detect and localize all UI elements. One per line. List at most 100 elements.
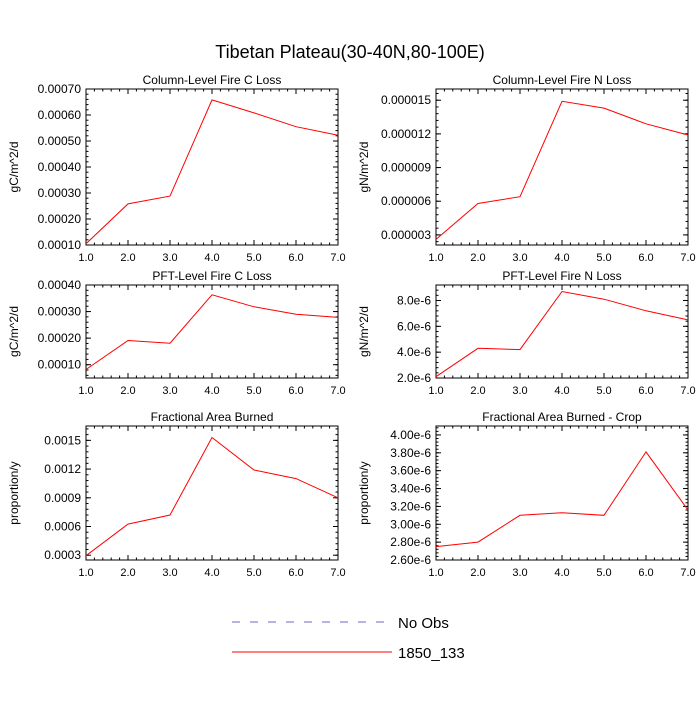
x-tick-label: 4.0	[204, 252, 219, 264]
y-tick-label: 3.20e-6	[390, 499, 431, 513]
panel-6: Fractional Area Burned - Crop proportion/…	[357, 410, 696, 579]
y-axis-label: gC/m^2/d	[7, 142, 21, 193]
x-tick-label: 7.0	[680, 252, 695, 264]
y-tick-label: 0.00070	[38, 82, 82, 96]
plot-frame	[435, 284, 689, 379]
series-line-1850_133	[85, 436, 339, 557]
panel-title: Column-Level Fire C Loss	[143, 73, 282, 87]
x-tick-label: 6.0	[288, 252, 303, 264]
legend-label-2: 1850_133	[398, 645, 465, 662]
y-tick-label: 0.00030	[38, 305, 82, 319]
x-tick-label: 3.0	[512, 252, 527, 264]
x-tick-label: 5.0	[246, 252, 261, 264]
panel-title: Fractional Area Burned - Crop	[482, 410, 642, 424]
x-tick-label: 1.0	[78, 567, 93, 579]
plot-frame	[435, 425, 689, 561]
y-tick-label: 0.00010	[38, 238, 82, 252]
y-tick-label: 0.0009	[44, 491, 81, 505]
x-tick-label: 1.0	[78, 385, 93, 397]
y-tick-label: 0.00060	[38, 108, 82, 122]
y-tick-label: 0.000012	[381, 127, 431, 141]
series-line-1850_133	[435, 451, 689, 548]
y-tick-label: 0.00020	[38, 331, 82, 345]
x-tick-label: 1.0	[428, 567, 443, 579]
x-tick-label: 6.0	[288, 567, 303, 579]
plot-frame	[85, 284, 339, 379]
x-tick-label: 7.0	[330, 567, 345, 579]
y-axis-label: proportion/y	[7, 461, 21, 524]
y-axis-label: gN/m^2/d	[357, 306, 371, 357]
x-tick-label: 6.0	[638, 385, 653, 397]
x-tick-label: 2.0	[120, 252, 135, 264]
y-axis-label: gC/m^2/d	[7, 306, 21, 357]
x-tick-label: 5.0	[596, 385, 611, 397]
y-tick-label: 4.0e-6	[397, 345, 431, 359]
y-axis-label: proportion/y	[357, 461, 371, 524]
y-tick-label: 0.00050	[38, 134, 82, 148]
x-tick-label: 3.0	[512, 567, 527, 579]
x-tick-label: 3.0	[162, 567, 177, 579]
x-tick-label: 4.0	[554, 385, 569, 397]
series-line-1850_133	[85, 294, 339, 370]
x-tick-label: 5.0	[596, 567, 611, 579]
plot-frame	[85, 88, 339, 246]
x-tick-label: 2.0	[120, 567, 135, 579]
panel-title: Fractional Area Burned	[151, 410, 274, 424]
panel-3: PFT-Level Fire C Loss gC/m^2/d 1.0 2.0 3.0 4.…	[7, 269, 346, 397]
y-tick-label: 0.00010	[38, 358, 82, 372]
y-tick-label: 4.00e-6	[390, 428, 431, 442]
x-tick-label: 4.0	[204, 567, 219, 579]
y-tick-label: 0.00040	[38, 160, 82, 174]
x-tick-label: 2.0	[470, 385, 485, 397]
y-tick-label: 0.00040	[38, 278, 82, 292]
panels: Column-Level Fire C Loss gC/m^2/d 1.0 2.0 3.…	[7, 73, 696, 579]
y-tick-label: 0.00020	[38, 212, 82, 226]
x-tick-label: 4.0	[554, 567, 569, 579]
x-tick-label: 2.0	[470, 567, 485, 579]
y-tick-label: 0.0003	[44, 548, 81, 562]
y-tick-label: 2.0e-6	[397, 371, 431, 385]
x-tick-label: 2.0	[470, 252, 485, 264]
x-tick-label: 4.0	[204, 385, 219, 397]
series-line-1850_133	[435, 100, 689, 240]
y-tick-label: 0.000006	[381, 194, 431, 208]
y-tick-label: 0.000003	[381, 228, 431, 242]
y-tick-label: 3.40e-6	[390, 482, 431, 496]
y-tick-label: 0.0006	[44, 520, 81, 534]
x-tick-label: 7.0	[330, 252, 345, 264]
legend: No Obs 1850_133	[232, 615, 465, 662]
y-tick-label: 6.0e-6	[397, 319, 431, 333]
x-tick-label: 6.0	[638, 567, 653, 579]
x-tick-label: 2.0	[120, 385, 135, 397]
legend-label-1: No Obs	[398, 615, 449, 632]
panel-title: Column-Level Fire N Loss	[493, 73, 632, 87]
panel-5: Fractional Area Burned proportion/y 1.0 2.0…	[7, 410, 346, 579]
x-tick-label: 7.0	[680, 567, 695, 579]
x-tick-label: 5.0	[246, 385, 261, 397]
panel-1: Column-Level Fire C Loss gC/m^2/d 1.0 2.0 3.…	[7, 73, 346, 264]
x-tick-label: 5.0	[246, 567, 261, 579]
plot-frame	[85, 425, 339, 561]
x-tick-label: 3.0	[162, 252, 177, 264]
x-tick-label: 6.0	[638, 252, 653, 264]
y-tick-label: 0.0012	[44, 462, 81, 476]
y-tick-label: 3.60e-6	[390, 464, 431, 478]
x-tick-label: 3.0	[162, 385, 177, 397]
panel-title: PFT-Level Fire N Loss	[502, 269, 621, 283]
x-tick-label: 1.0	[428, 385, 443, 397]
x-tick-label: 7.0	[330, 385, 345, 397]
plot-frame	[435, 88, 689, 246]
y-tick-label: 0.000015	[381, 93, 431, 107]
y-tick-label: 0.000009	[381, 161, 431, 175]
y-tick-label: 2.60e-6	[390, 553, 431, 567]
series-line-1850_133	[85, 99, 339, 245]
x-tick-label: 7.0	[680, 385, 695, 397]
panel-4: PFT-Level Fire N Loss gN/m^2/d 1.0 2.0 3.0 4.…	[357, 269, 696, 397]
y-tick-label: 0.0015	[44, 433, 81, 447]
x-tick-label: 6.0	[288, 385, 303, 397]
figure-title: Tibetan Plateau(30-40N,80-100E)	[215, 42, 485, 62]
x-tick-label: 1.0	[78, 252, 93, 264]
y-tick-label: 0.00030	[38, 186, 82, 200]
